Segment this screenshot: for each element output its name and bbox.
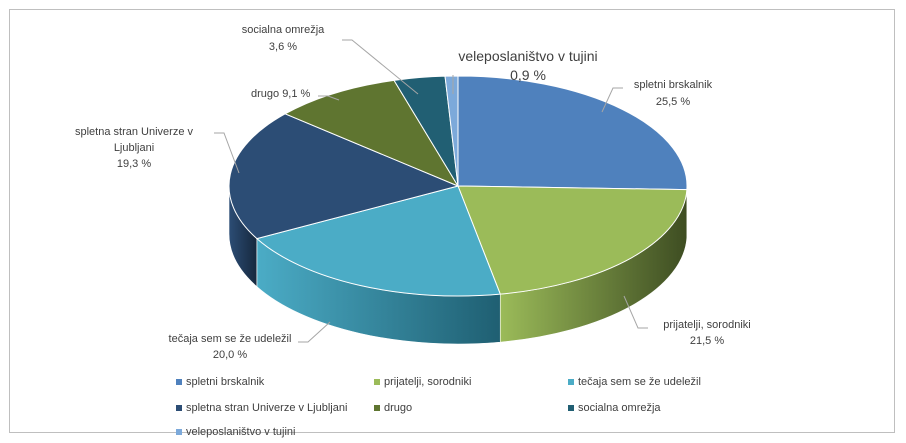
legend-label: veleposlaništvo v tujini [186, 426, 295, 438]
legend-swatch [374, 405, 380, 411]
pie-slice-prijatelji-sorodniki [457, 185, 688, 295]
label-spletni-brskalnik-name: spletni brskalnik [634, 79, 713, 91]
legend-item-veleposlanistvo: veleposlaništvo v tujini [176, 426, 295, 438]
label-prijatelji-name: prijatelji, sorodniki [663, 319, 750, 331]
legend-swatch [176, 379, 182, 385]
pie-slice-veleposlanistvo-v-tujini [444, 75, 459, 187]
legend-item-tecaja: tečaja sem se že udeležil [568, 376, 701, 388]
legend-item-prijatelji: prijatelji, sorodniki [374, 376, 471, 388]
label-univerza-line2: Ljubljani [114, 142, 154, 154]
leader-line-socialna [342, 39, 419, 95]
label-univerza-line1: spletna stran Univerze v [75, 126, 193, 138]
label-univerza-value: 19,3 % [117, 158, 151, 170]
label-socialna-name: socialna omrežja [242, 24, 325, 36]
legend-swatch [568, 379, 574, 385]
legend-label: drugo [384, 402, 412, 414]
leader-lines [214, 39, 648, 343]
legend-label: prijatelji, sorodniki [384, 376, 471, 388]
legend-swatch [374, 379, 380, 385]
leader-line-tecaja [298, 321, 331, 343]
legend-item-socialna: socialna omrežja [568, 402, 661, 414]
legend-label: spletna stran Univerze v Ljubljani [186, 402, 347, 414]
label-drugo: drugo 9,1 % [251, 88, 311, 100]
label-veleposlanistvo-value: 0,9 % [510, 67, 546, 83]
pie-slice-drugo [284, 79, 460, 188]
pie-slice-tecaja-sem-se-ze-udelezil [255, 185, 501, 297]
leader-line-univerza [214, 132, 240, 174]
pie-slice-spletna-stran-univerze-v-ljubljani [228, 113, 460, 240]
legend-item-univerza: spletna stran Univerze v Ljubljani [176, 402, 347, 414]
legend: spletni brskalnik prijatelji, sorodniki … [176, 376, 701, 438]
legend-item-spletni-brskalnik: spletni brskalnik [176, 376, 265, 388]
label-prijatelji-value: 21,5 % [690, 335, 724, 347]
leader-line-drugo [318, 95, 340, 101]
legend-swatch [568, 405, 574, 411]
pie-slice-spletni-brskalnik [457, 75, 688, 191]
label-tecaja-name: tečaja sem se že udeležil [169, 333, 292, 345]
legend-swatch [176, 405, 182, 411]
legend-swatch [176, 429, 182, 435]
leader-line-prijatelji [623, 295, 648, 329]
legend-item-drugo: drugo [374, 402, 412, 414]
legend-label: tečaja sem se že udeležil [578, 376, 701, 388]
pie-top [228, 75, 688, 297]
label-veleposlanistvo-name: veleposlaništvo v tujini [458, 48, 597, 64]
legend-label: spletni brskalnik [186, 376, 265, 388]
leader-line-spletni-brskalnik [601, 87, 623, 113]
legend-label: socialna omrežja [578, 402, 661, 414]
label-tecaja-value: 20,0 % [213, 349, 247, 361]
label-spletni-brskalnik-value: 25,5 % [656, 96, 690, 108]
label-socialna-value: 3,6 % [269, 41, 297, 53]
